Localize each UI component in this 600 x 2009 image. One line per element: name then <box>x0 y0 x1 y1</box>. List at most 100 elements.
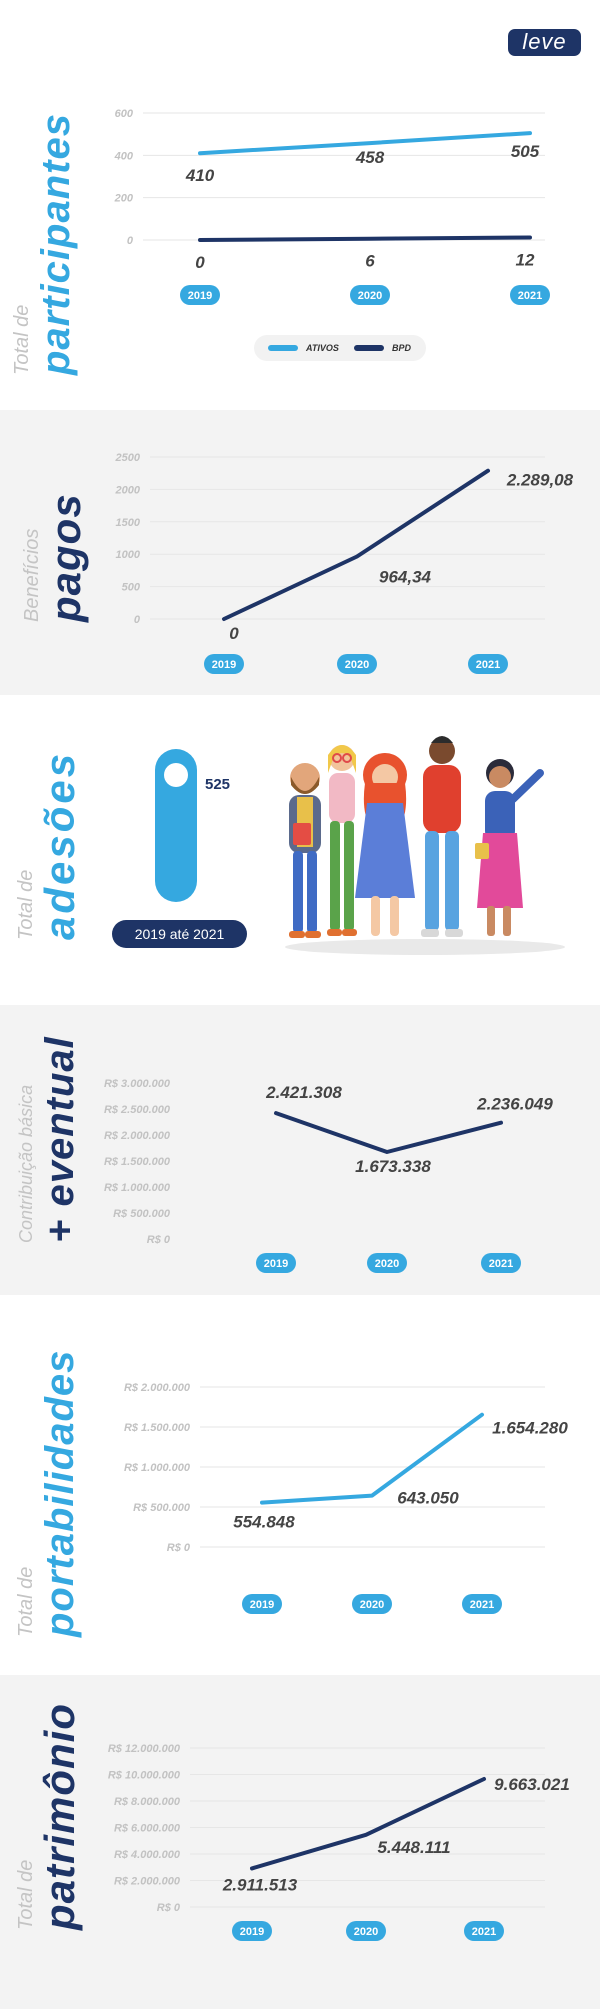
year-badge <box>180 285 220 305</box>
y-tick-label: R$ 0 <box>167 1542 191 1554</box>
section-patrimonio: Total de patrimônio R$ 12.000.000 R$ 10.0… <box>0 1675 600 2009</box>
y-tick-label: R$ 6.000.000 <box>114 1823 181 1835</box>
x-tick-label: 2021 <box>472 1926 496 1938</box>
y-tick-label: R$ 2.000.000 <box>114 1876 181 1888</box>
chart-pagos: 2500 2000 1500 1000 500 0 0 964,34 2.289,08 2019 2… <box>115 452 574 674</box>
y-tick-label: 1000 <box>116 549 141 561</box>
y-tick-label: 500 <box>122 582 141 594</box>
y-tick-label: 2500 <box>115 452 141 464</box>
capsule-dot <box>164 763 188 787</box>
y-tick-label: R$ 1.500.000 <box>104 1156 171 1168</box>
y-tick-label: 0 <box>134 614 141 626</box>
y-tick-label: R$ 0 <box>147 1234 171 1246</box>
series-line-bpd <box>198 235 532 242</box>
x-tick-label: 2021 <box>518 290 542 302</box>
y-tick-label: 400 <box>114 150 134 162</box>
section-participantes: leve Total de participantes 600 400 200 0 41… <box>0 0 600 410</box>
series-line-eventual <box>274 1111 503 1154</box>
person-bearded-man <box>289 763 321 938</box>
year-badge <box>481 1253 521 1273</box>
year-badge <box>468 654 508 674</box>
series-line-pagos <box>222 468 490 621</box>
series-line-portabilidades <box>260 1412 484 1505</box>
section-portabilidades: Total de portabilidades R$ 2.000.000 R$ 1… <box>0 1295 600 1675</box>
legend-swatch-ativos <box>268 345 298 351</box>
year-badge <box>337 654 377 674</box>
person-woman-waving <box>475 759 544 936</box>
legend-item-bpd: BPD <box>354 335 411 361</box>
y-tick-label: 2000 <box>115 484 141 496</box>
data-label: 643.050 <box>397 1489 459 1508</box>
data-label: 2.236.049 <box>476 1095 553 1114</box>
data-label: 1.654.280 <box>492 1419 568 1438</box>
x-tick-label: 2019 <box>188 290 212 302</box>
adesoes-capsule <box>155 749 197 902</box>
data-label: 2.421.308 <box>265 1083 342 1102</box>
data-label: 410 <box>185 166 215 185</box>
y-tick-label: R$ 2.000.000 <box>104 1130 171 1142</box>
person-man-red-hoodie <box>421 736 463 937</box>
person-blonde-woman <box>327 745 357 936</box>
data-label: 0 <box>229 624 239 643</box>
y-tick-label: 200 <box>114 193 134 205</box>
series-line-ativos <box>198 131 532 156</box>
year-badge <box>510 285 550 305</box>
data-label: 5.448.111 <box>377 1838 450 1857</box>
chart-patrimonio: R$ 12.000.000 R$ 10.000.000 R$ 8.000.000 R$… <box>108 1743 570 1941</box>
year-badge <box>204 654 244 674</box>
section-pagos: Benefícios pagos 2500 2000 1500 1000 500 0 0 96… <box>0 410 600 695</box>
y-tick-label: R$ 12.000.000 <box>108 1743 181 1755</box>
legend-label-bpd: BPD <box>392 343 412 353</box>
chart-participantes: 600 400 200 0 410 458 505 0 6 12 2019 2020 2021 <box>114 108 550 305</box>
chart-eventual: R$ 3.000.000 R$ 2.500.000 R$ 2.000.000 R$ 1… <box>104 1078 553 1273</box>
x-tick-label: 2021 <box>476 659 500 671</box>
year-badge <box>256 1253 296 1273</box>
chart-portabilidades: R$ 2.000.000 R$ 1.500.000 R$ 1.000.000 R$ 5… <box>124 1382 568 1614</box>
data-label: 6 <box>365 252 375 271</box>
y-tick-label: R$ 2.000.000 <box>124 1382 191 1394</box>
year-badge <box>462 1594 502 1614</box>
x-tick-label: 2020 <box>358 290 382 302</box>
data-label: 554.848 <box>233 1513 295 1532</box>
y-tick-label: R$ 8.000.000 <box>114 1796 181 1808</box>
adesoes-title-small: Total de <box>15 869 37 940</box>
data-label: 505 <box>511 142 540 161</box>
y-tick-label: R$ 0 <box>157 1902 181 1914</box>
legend-label-ativos: ATIVOS <box>306 343 339 353</box>
data-label: 9.663.021 <box>494 1775 570 1794</box>
data-label: 2.911.513 <box>222 1875 298 1894</box>
y-tick-label: 0 <box>127 235 134 247</box>
x-tick-label: 2021 <box>470 1599 494 1611</box>
data-label: 0 <box>195 253 205 272</box>
data-label: 964,34 <box>379 568 432 587</box>
y-tick-label: R$ 4.000.000 <box>114 1849 181 1861</box>
adesoes-period-badge: 2019 até 2021 <box>112 920 247 948</box>
x-tick-label: 2020 <box>354 1926 378 1938</box>
y-tick-label: R$ 3.000.000 <box>104 1078 171 1090</box>
x-tick-label: 2019 <box>212 659 236 671</box>
year-badge <box>346 1921 386 1941</box>
year-badge <box>232 1921 272 1941</box>
adesoes-title-big: adesões <box>36 750 83 940</box>
x-tick-label: 2019 <box>240 1926 264 1938</box>
leve-logo: leve <box>508 29 581 56</box>
data-label: 2.289,08 <box>506 471 574 490</box>
y-tick-label: 1500 <box>116 517 141 529</box>
legend-item-ativos: ATIVOS <box>268 335 339 361</box>
people-illustration <box>285 736 565 955</box>
x-tick-label: 2021 <box>489 1258 513 1270</box>
y-tick-label: R$ 1.500.000 <box>124 1422 191 1434</box>
x-tick-label: 2020 <box>360 1599 384 1611</box>
x-tick-label: 2020 <box>345 659 369 671</box>
y-tick-label: R$ 1.000.000 <box>124 1462 191 1474</box>
x-tick-label: 2019 <box>264 1258 288 1270</box>
year-badge <box>350 285 390 305</box>
legend-swatch-bpd <box>354 345 384 351</box>
y-tick-label: R$ 10.000.000 <box>108 1770 181 1782</box>
data-label: 1.673.338 <box>355 1157 431 1176</box>
year-badge <box>464 1921 504 1941</box>
year-badge <box>352 1594 392 1614</box>
section-eventual: Contribuição básica + eventual R$ 3.000.… <box>0 1005 600 1295</box>
year-badge <box>367 1253 407 1273</box>
series-line-patrimonio <box>250 1777 486 1871</box>
